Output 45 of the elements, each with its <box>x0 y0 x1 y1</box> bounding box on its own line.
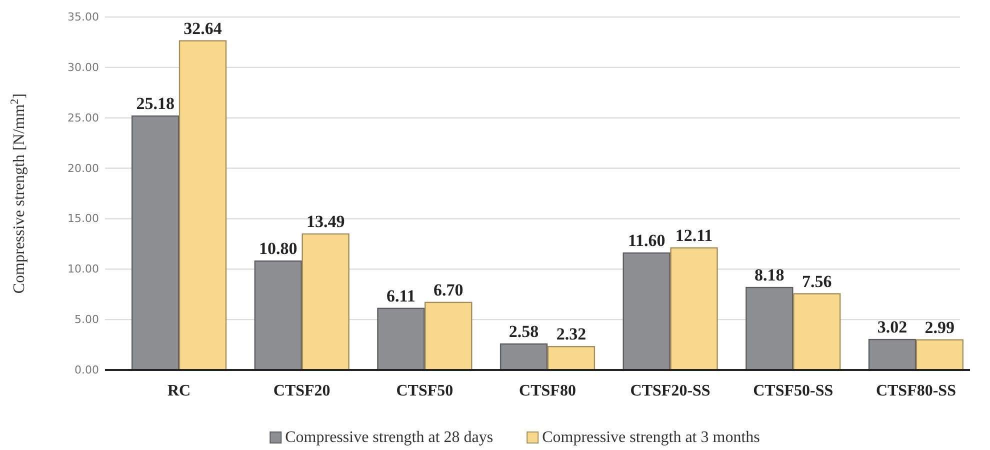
data-label: 2.58 <box>508 322 539 341</box>
y-tick-label: 5.00 <box>74 313 99 326</box>
data-label: 10.80 <box>259 239 298 258</box>
y-tick-label: 25.00 <box>68 111 99 124</box>
bar <box>622 252 670 371</box>
bar <box>131 115 180 371</box>
bar <box>500 343 548 371</box>
data-label: 3.02 <box>877 318 908 337</box>
bar <box>302 233 350 371</box>
data-label: 6.11 <box>386 286 416 306</box>
data-label: 7.56 <box>802 272 832 291</box>
bar <box>916 339 964 371</box>
legend-label: Compressive strength at 3 months <box>542 429 760 446</box>
data-label: 2.32 <box>556 324 586 344</box>
y-tick-label: 0.00 <box>74 364 99 377</box>
y-tick-label: 35.00 <box>68 10 99 24</box>
data-label: 8.18 <box>754 266 784 284</box>
data-label: 32.64 <box>184 18 222 38</box>
data-label: 11.60 <box>628 231 666 250</box>
bar <box>746 286 794 371</box>
data-label: 12.11 <box>675 226 713 245</box>
data-label: 2.99 <box>924 318 955 337</box>
bar <box>868 338 916 371</box>
x-tick-label: CTSF80 <box>519 382 576 400</box>
bar <box>254 260 302 371</box>
x-tick-label: CTSF50 <box>396 382 454 400</box>
bar <box>377 308 425 371</box>
bar <box>793 293 841 371</box>
x-tick-label: RC <box>167 382 191 400</box>
bar <box>424 302 472 371</box>
x-tick-label: CTSF20 <box>273 382 330 400</box>
y-tick-label: 20.00 <box>68 162 99 175</box>
data-label: 13.49 <box>306 212 345 231</box>
bar <box>670 247 718 371</box>
y-tick-label: 10.00 <box>68 262 99 276</box>
x-tick-label: CTSF20-SS <box>630 382 710 400</box>
y-tick-label: 30.00 <box>68 60 99 74</box>
data-label: 25.18 <box>136 94 174 114</box>
x-tick-label: CTSF50-SS <box>753 382 834 400</box>
legend-label: Compressive strength at 28 days <box>285 429 494 446</box>
y-tick-label: 15.00 <box>68 212 99 226</box>
x-tick-label: CTSF80-SS <box>876 382 956 400</box>
bar <box>547 346 596 371</box>
bar <box>178 40 227 371</box>
data-label: 6.70 <box>434 280 464 300</box>
